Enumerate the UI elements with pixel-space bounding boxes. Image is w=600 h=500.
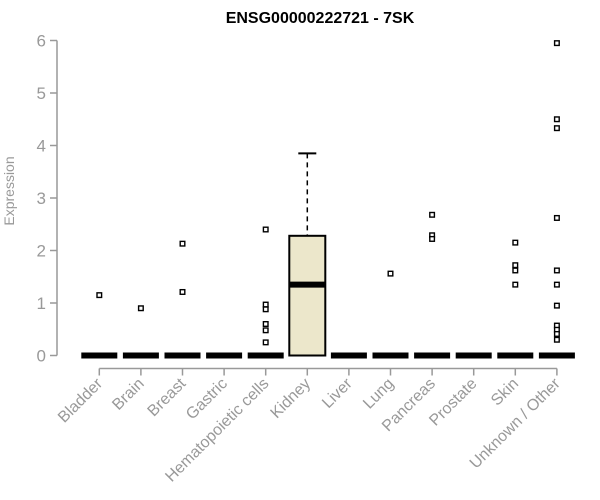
outlier-point [553, 302, 560, 309]
outlier-point [512, 239, 519, 246]
zero-median-bar [497, 352, 534, 359]
outlier-point [553, 116, 560, 123]
y-tick-label: 3 [37, 189, 46, 208]
outlier-point [429, 235, 436, 242]
zero-median-bar [122, 352, 159, 359]
zero-median-bar [372, 352, 409, 359]
outlier-point [429, 211, 436, 218]
y-tick-label: 2 [37, 242, 46, 261]
outlier-point [512, 267, 519, 274]
zero-median-bar [81, 352, 118, 359]
outlier-points [96, 40, 560, 346]
zero-median-bar [206, 352, 243, 359]
y-tick-label: 5 [37, 84, 46, 103]
outlier-point [262, 306, 269, 313]
zero-median-bar [455, 352, 492, 359]
y-tick-label: 4 [37, 137, 46, 156]
outlier-point [262, 321, 269, 328]
outlier-point [512, 281, 519, 288]
zero-median-bar [414, 352, 451, 359]
outlier-point [512, 262, 519, 269]
outlier-point [553, 281, 560, 288]
x-category-label: Bladder [55, 375, 106, 426]
outlier-point [553, 336, 560, 343]
outlier-point [262, 301, 269, 308]
y-axis-label: Expression [1, 156, 17, 225]
zero-median-bar [164, 352, 201, 359]
zero-median-bar [330, 352, 367, 359]
outlier-point [262, 339, 269, 346]
box [288, 234, 327, 357]
zero-median-bar [247, 352, 284, 359]
chart-title: ENSG00000222721 - 7SK [226, 10, 415, 27]
y-tick-label: 1 [37, 294, 46, 313]
x-category-label: Brain [109, 375, 147, 413]
outlier-point [137, 305, 144, 312]
boxes [81, 152, 575, 359]
zero-median-bar [538, 352, 575, 359]
outlier-point [553, 40, 560, 47]
outlier-point [262, 226, 269, 233]
outlier-point [387, 270, 394, 277]
outlier-point [553, 330, 560, 337]
x-category-label: Lung [360, 375, 397, 412]
outlier-point [553, 214, 560, 221]
x-category-label: Breast [145, 375, 190, 420]
y-tick-label: 6 [37, 32, 46, 51]
x-category-label: Liver [319, 375, 356, 412]
outlier-point [96, 292, 103, 299]
outlier-point [179, 240, 186, 247]
outlier-point [179, 288, 186, 295]
outlier-point [553, 267, 560, 274]
outlier-point [553, 125, 560, 132]
x-category-label: Kidney [268, 375, 315, 422]
outlier-point [262, 327, 269, 334]
y-tick-label: 0 [37, 347, 46, 366]
median-line [289, 281, 326, 288]
x-category-label: Skin [488, 375, 522, 409]
